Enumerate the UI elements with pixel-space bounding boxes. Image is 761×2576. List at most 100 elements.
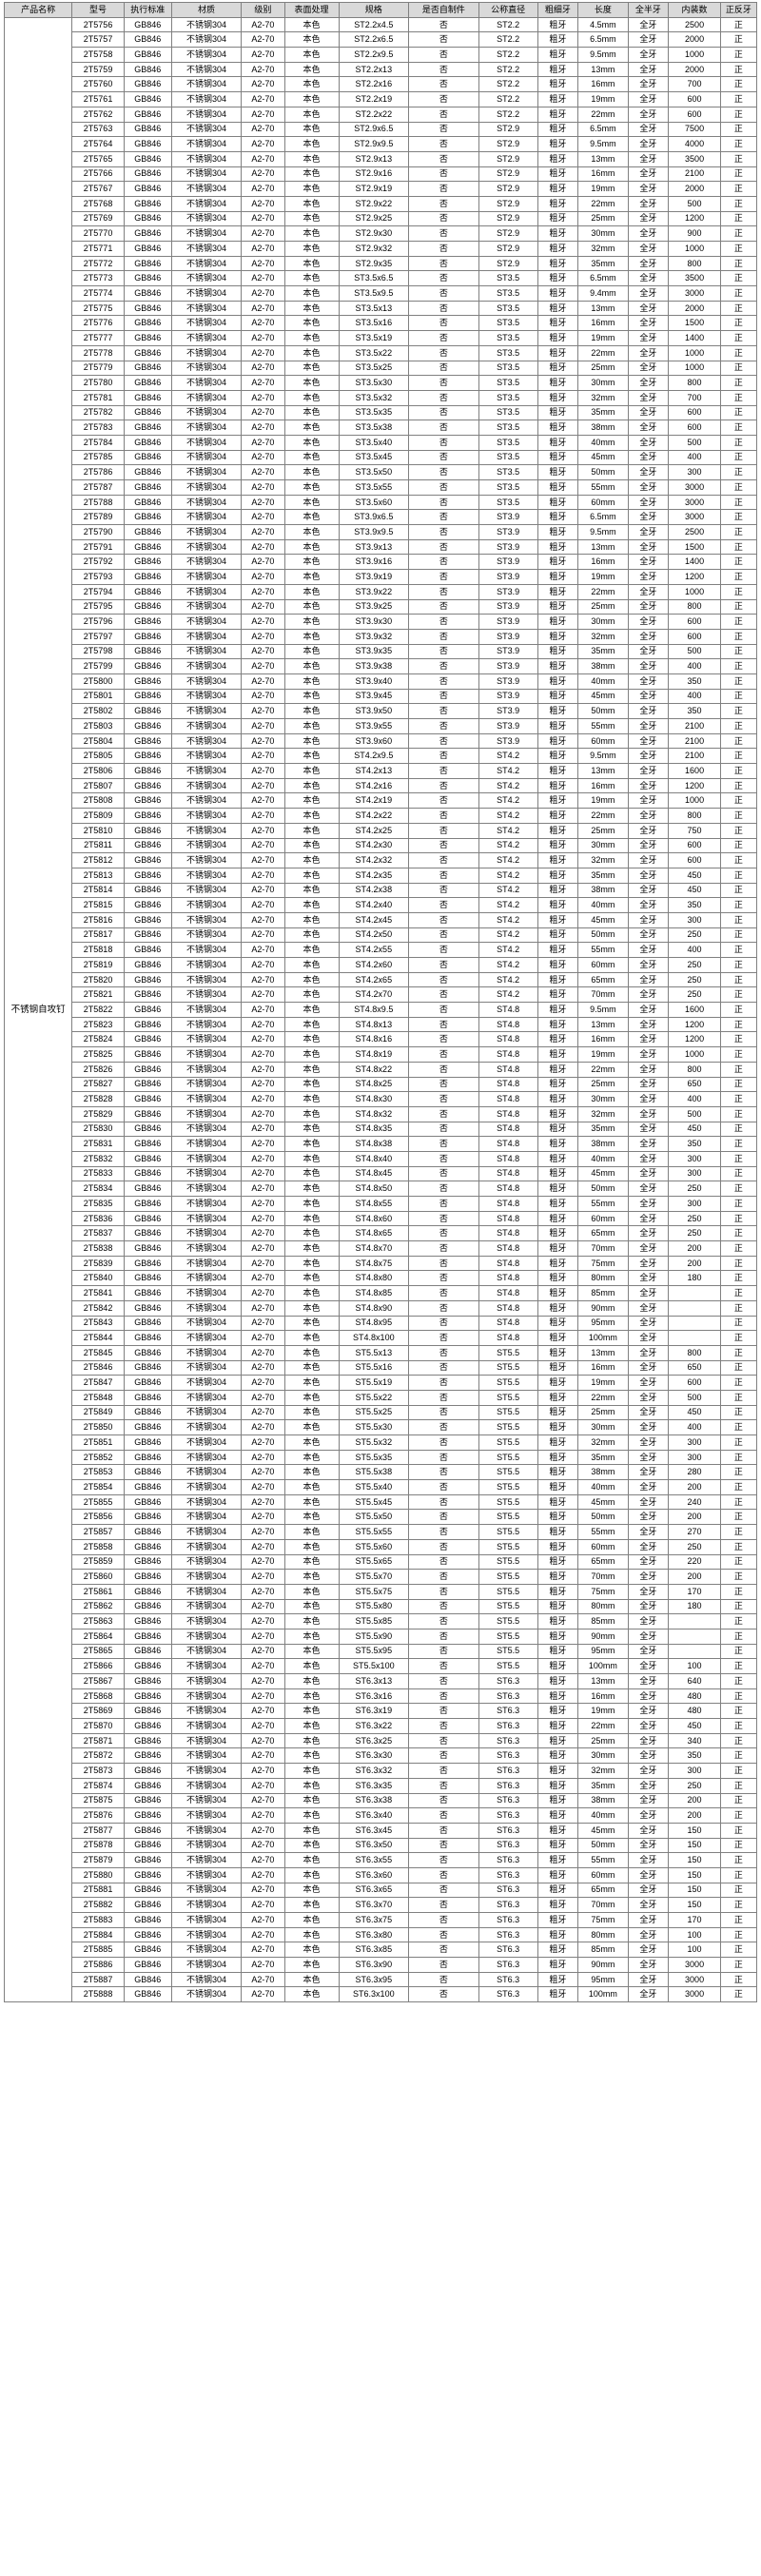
cell-specification: ST4.2x60	[338, 957, 410, 973]
col-header-nominal-diameter: 公称直径	[478, 2, 538, 18]
cell-self-made: 否	[408, 971, 479, 988]
cell-self-made: 否	[408, 1181, 479, 1197]
cell-nominal-diameter: ST4.2	[478, 792, 538, 810]
cell-pack-quantity: 450	[668, 1718, 721, 1734]
cell-model: 2T5852	[71, 1449, 125, 1466]
cell-self-made: 否	[408, 494, 479, 511]
cell-grade: A2-70	[241, 911, 285, 928]
cell-thread-direction: 正	[719, 1926, 758, 1943]
cell-surface-treatment: 本色	[283, 911, 340, 928]
cell-thread-coverage: 全牙	[627, 166, 670, 183]
cell-grade: A2-70	[241, 47, 285, 63]
cell-pack-quantity: 350	[668, 1136, 721, 1152]
cell-grade: A2-70	[241, 1389, 285, 1406]
cell-thread-coverage: 全牙	[627, 554, 670, 571]
cell-material: 不锈钢304	[170, 1613, 243, 1630]
cell-specification: ST3.9x35	[338, 643, 410, 660]
cell-nominal-diameter: ST6.3	[478, 1852, 538, 1868]
cell-specification: ST4.2x25	[338, 822, 410, 839]
cell-model: 2T5829	[71, 1105, 125, 1122]
cell-thread-direction: 正	[719, 285, 758, 302]
cell-thread-coverage: 全牙	[627, 763, 670, 779]
cell-nominal-diameter: ST6.3	[478, 1912, 538, 1928]
cell-thread-pitch: 粗牙	[537, 1688, 579, 1705]
cell-thread-coverage: 全牙	[627, 136, 670, 152]
cell-pack-quantity: 2000	[668, 300, 721, 317]
cell-standard: GB846	[123, 1866, 172, 1883]
cell-nominal-diameter: ST5.5	[478, 1344, 538, 1361]
cell-model: 2T5784	[71, 434, 125, 451]
cell-length: 13mm	[577, 300, 629, 317]
cell-material: 不锈钢304	[170, 91, 243, 107]
cell-standard: GB846	[123, 420, 172, 436]
cell-thread-pitch: 粗牙	[537, 270, 579, 287]
cell-model: 2T5808	[71, 792, 125, 810]
cell-model: 2T5792	[71, 554, 125, 571]
cell-grade: A2-70	[241, 1524, 285, 1540]
cell-surface-treatment: 本色	[283, 1165, 340, 1182]
cell-thread-direction: 正	[719, 1359, 758, 1376]
cell-grade: A2-70	[241, 1091, 285, 1107]
cell-pack-quantity: 3000	[668, 509, 721, 526]
cell-length: 19mm	[577, 181, 629, 197]
cell-pack-quantity: 7500	[668, 121, 721, 138]
cell-nominal-diameter: ST2.2	[478, 16, 538, 33]
cell-surface-treatment: 本色	[283, 1121, 340, 1138]
cell-material: 不锈钢304	[170, 1628, 243, 1645]
cell-thread-direction: 正	[719, 1837, 758, 1854]
cell-nominal-diameter: ST6.3	[478, 1747, 538, 1765]
cell-thread-coverage: 全牙	[627, 1747, 670, 1765]
cell-model: 2T5879	[71, 1852, 125, 1868]
cell-thread-coverage: 全牙	[627, 822, 670, 839]
cell-pack-quantity: 1200	[668, 777, 721, 794]
cell-nominal-diameter: ST3.5	[478, 494, 538, 511]
cell-thread-coverage: 全牙	[627, 241, 670, 257]
cell-model: 2T5858	[71, 1538, 125, 1555]
cell-thread-coverage: 全牙	[627, 673, 670, 690]
cell-material: 不锈钢304	[170, 47, 243, 63]
cell-grade: A2-70	[241, 897, 285, 913]
cell-grade: A2-70	[241, 1703, 285, 1720]
cell-nominal-diameter: ST4.2	[478, 911, 538, 928]
cell-material: 不锈钢304	[170, 16, 243, 33]
cell-thread-pitch: 粗牙	[537, 1971, 579, 1988]
cell-thread-pitch: 粗牙	[537, 330, 579, 346]
cell-nominal-diameter: ST3.9	[478, 673, 538, 690]
cell-grade: A2-70	[241, 822, 285, 839]
cell-self-made: 否	[408, 688, 479, 705]
cell-pack-quantity: 300	[668, 1763, 721, 1779]
cell-specification: ST2.9x32	[338, 241, 410, 257]
cell-pack-quantity: 200	[668, 1255, 721, 1272]
cell-nominal-diameter: ST3.5	[478, 375, 538, 391]
cell-pack-quantity: 300	[668, 464, 721, 480]
cell-thread-pitch: 粗牙	[537, 957, 579, 973]
cell-thread-coverage: 全牙	[627, 1434, 670, 1451]
cell-material: 不锈钢304	[170, 285, 243, 302]
cell-thread-coverage: 全牙	[627, 1718, 670, 1734]
cell-surface-treatment: 本色	[283, 703, 340, 719]
cell-pack-quantity: 200	[668, 1807, 721, 1824]
cell-nominal-diameter: ST3.9	[478, 614, 538, 630]
cell-material: 不锈钢304	[170, 1330, 243, 1346]
cell-specification: ST4.2x50	[338, 927, 410, 944]
col-header-pack-quantity: 内装数	[668, 2, 721, 18]
cell-material: 不锈钢304	[170, 971, 243, 988]
table-row: 2T5862 GB846 不锈钢304 A2-70 本色 ST5.5x80 否 ST5.5 粗牙…	[5, 1598, 758, 1615]
cell-thread-coverage: 全牙	[627, 927, 670, 944]
table-row: 2T5800 GB846 不锈钢304 A2-70 本色 ST3.9x40 否 ST3.9 粗牙…	[5, 673, 758, 690]
cell-nominal-diameter: ST5.5	[478, 1658, 538, 1674]
cell-specification: ST3.9x50	[338, 703, 410, 719]
cell-model: 2T5857	[71, 1524, 125, 1540]
cell-self-made: 否	[408, 389, 479, 406]
cell-standard: GB846	[123, 404, 172, 421]
table-row: 2T5784 GB846 不锈钢304 A2-70 本色 ST3.5x40 否 ST3.5 粗牙…	[5, 434, 758, 451]
cell-thread-direction: 正	[719, 1509, 758, 1526]
cell-length: 60mm	[577, 732, 629, 750]
cell-thread-direction: 正	[719, 330, 758, 346]
cell-length: 70mm	[577, 1569, 629, 1585]
cell-nominal-diameter: ST4.8	[478, 1299, 538, 1317]
cell-standard: GB846	[123, 1419, 172, 1435]
cell-surface-treatment: 本色	[283, 1136, 340, 1152]
cell-model: 2T5823	[71, 1016, 125, 1033]
cell-length: 40mm	[577, 1479, 629, 1495]
